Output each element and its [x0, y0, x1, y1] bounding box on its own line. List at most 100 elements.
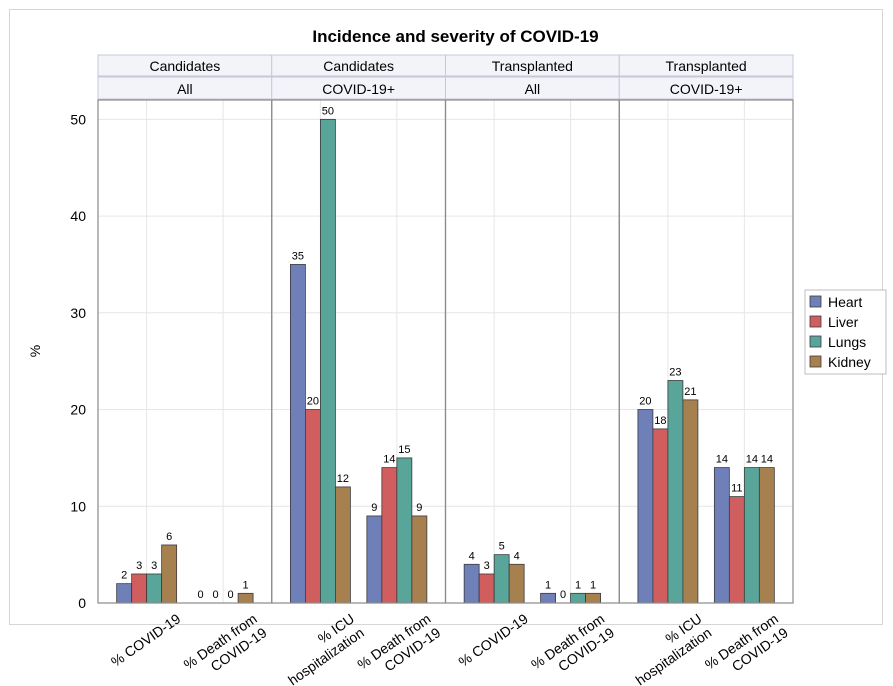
legend-label-kidney: Kidney: [828, 354, 871, 370]
legend-swatch-liver: [809, 315, 822, 328]
y-axis-label: %: [27, 345, 43, 357]
x-category-label: % ICUhospitalization: [275, 610, 367, 686]
panel-2: Candidates COVID-19+ 35 20 50 12 % ICUhospital…: [271, 54, 447, 686]
x-category-label: % ICUhospitalization: [623, 610, 715, 686]
x-category-label: % Death fromCOVID-19: [181, 610, 270, 686]
data-label: 4: [469, 550, 475, 562]
x-category-label: % Death fromCOVID-19: [354, 610, 443, 686]
legend-swatch-kidney: [809, 355, 822, 368]
panel-border: [444, 99, 620, 604]
data-label: 3: [484, 560, 490, 572]
bar-heart: [637, 409, 654, 604]
legend: Heart Liver Lungs Kidney: [804, 289, 887, 375]
data-label: 23: [669, 367, 681, 379]
bar-kidney: [682, 399, 699, 604]
data-label: 50: [322, 105, 334, 117]
bar-heart: [463, 563, 480, 604]
bar-lungs: [319, 118, 336, 604]
panel-border: [97, 99, 273, 604]
y-tick-label: 40: [70, 208, 86, 224]
bar-kidney: [508, 563, 525, 604]
bar-kidney: [585, 592, 601, 604]
bar-heart: [366, 515, 383, 604]
data-label: 0: [198, 589, 204, 601]
data-label: 6: [166, 531, 172, 543]
legend-label-lungs: Lungs: [828, 334, 866, 350]
bar-heart: [116, 583, 133, 604]
data-label: 3: [136, 560, 142, 572]
data-label: 1: [545, 579, 551, 591]
panel-header-group: Transplanted: [492, 58, 573, 74]
y-tick-label: 20: [70, 402, 86, 418]
data-label: 21: [684, 386, 696, 398]
bar-liver: [652, 428, 669, 604]
data-label: 35: [292, 250, 304, 262]
bar-lungs: [493, 554, 510, 604]
bar-kidney: [411, 515, 428, 604]
panel-header-subgroup: All: [525, 81, 541, 97]
data-label: 9: [371, 502, 377, 514]
bar-liver: [131, 573, 148, 604]
bar-heart: [289, 264, 306, 604]
data-label: 14: [716, 454, 728, 466]
bar-heart: [540, 592, 556, 604]
y-tick-label: 50: [70, 111, 86, 127]
bar-lungs: [570, 592, 586, 604]
y-tick-label: 0: [78, 595, 86, 611]
data-label: 14: [383, 454, 395, 466]
bar-kidney: [758, 467, 775, 604]
panel-border: [618, 99, 794, 604]
panel-header-subgroup: COVID-19+: [670, 81, 743, 97]
data-label: 4: [514, 550, 520, 562]
data-label: 9: [416, 502, 422, 514]
x-category-label: % COVID-19: [455, 610, 531, 670]
y-tick-label: 10: [70, 498, 86, 514]
x-category-label: % COVID-19: [108, 610, 184, 670]
data-label: 14: [746, 454, 758, 466]
bar-kidney: [334, 486, 351, 604]
y-tick-label: 30: [70, 305, 86, 321]
bar-liver: [478, 573, 495, 604]
panel-header-group: Candidates: [323, 58, 394, 74]
bar-lungs: [396, 457, 413, 604]
legend-swatch-heart: [809, 295, 822, 308]
data-label: 1: [243, 579, 249, 591]
x-category-label-line: % COVID-19: [455, 610, 531, 670]
x-category-label: % Death fromCOVID-19: [528, 610, 617, 686]
bar-lungs: [146, 573, 163, 604]
panel-header-group: Candidates: [149, 58, 220, 74]
data-label: 1: [575, 579, 581, 591]
data-label: 0: [560, 589, 566, 601]
data-label: 20: [639, 396, 651, 408]
x-category-label: % Death fromCOVID-19: [702, 610, 791, 686]
data-label: 5: [499, 541, 505, 553]
data-label: 0: [228, 589, 234, 601]
data-label: 18: [654, 415, 666, 427]
legend-label-heart: Heart: [828, 294, 862, 310]
data-label: 1: [590, 579, 596, 591]
panel-header-group: Transplanted: [666, 58, 747, 74]
panel-header-subgroup: All: [177, 81, 193, 97]
legend-swatch-lungs: [809, 335, 822, 348]
bar-lungs: [667, 380, 684, 604]
panel-header-subgroup-cell: [618, 76, 794, 100]
data-label: 15: [398, 444, 410, 456]
bar-liver: [728, 496, 745, 604]
bar-kidney: [237, 592, 254, 604]
data-label: 3: [151, 560, 157, 572]
data-label: 20: [307, 396, 319, 408]
data-label: 2: [121, 570, 127, 582]
data-label: 14: [761, 454, 773, 466]
panel-header-group-cell: [618, 54, 794, 77]
legend-label-liver: Liver: [828, 314, 859, 330]
x-category-label-line: % COVID-19: [108, 610, 184, 670]
data-label: 12: [337, 473, 349, 485]
bar-heart: [713, 467, 730, 604]
bar-liver: [304, 409, 321, 604]
bar-lungs: [743, 467, 760, 604]
bar-kidney: [161, 544, 178, 604]
panel-header-subgroup: COVID-19+: [322, 81, 395, 97]
